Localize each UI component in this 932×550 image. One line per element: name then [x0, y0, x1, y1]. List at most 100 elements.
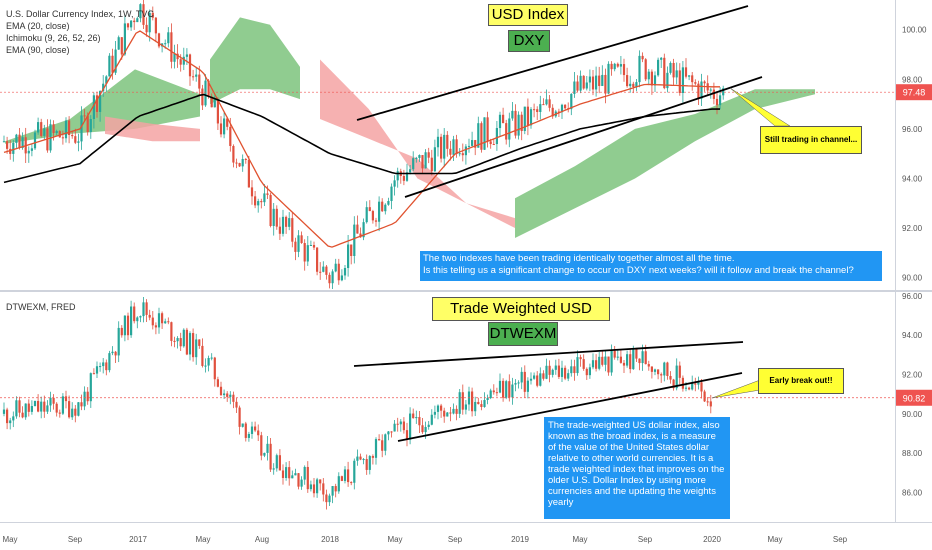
- legend-dtwexm: DTWEXM, FRED: [6, 302, 76, 312]
- twi-candle-206: [641, 351, 644, 364]
- twi-candle-210: [653, 369, 657, 372]
- twi-candle-78: [244, 423, 247, 438]
- twi-candle-227: [706, 401, 709, 403]
- dxy-candle-136: [424, 152, 427, 169]
- twi-candle-85: [266, 443, 269, 453]
- twi-candle-6: [21, 412, 24, 418]
- twi-candle-225: [700, 382, 703, 392]
- dxy-candle-74: [232, 145, 235, 163]
- x-tick-7: Sep: [448, 535, 463, 544]
- dxy-subtitle: DXY: [508, 30, 550, 52]
- dxy-candle-210: [653, 75, 657, 86]
- twi-candle-154: [480, 404, 483, 407]
- twi-candle-51: [161, 313, 164, 324]
- dxy-candle-152: [474, 140, 477, 148]
- time-axis-line: [0, 522, 932, 523]
- legend-ema90: EMA (90, close): [6, 45, 70, 55]
- dxy-candle-161: [502, 114, 505, 124]
- twi-candle-10: [33, 400, 37, 407]
- dxy-candle-113: [353, 224, 356, 256]
- twi-candle-123: [384, 434, 387, 451]
- top-y-tick-2: 96.00: [902, 125, 923, 134]
- dxy-candle-121: [378, 201, 381, 222]
- dxy-candle-186: [579, 75, 582, 91]
- dxy-candle-59: [185, 54, 188, 57]
- twi-candle-175: [545, 365, 548, 379]
- twi-candle-14: [46, 405, 49, 412]
- dxy-candle-28: [89, 119, 92, 133]
- twi-candle-106: [331, 486, 334, 496]
- twi-candle-43: [136, 317, 139, 322]
- dxy-candle-52: [164, 43, 167, 45]
- twi-candle-54: [170, 322, 173, 341]
- dxy-candle-181: [564, 104, 567, 109]
- twi-candle-188: [585, 368, 588, 376]
- twi-candle-216: [672, 379, 675, 389]
- dxy-candle-185: [576, 81, 579, 91]
- twi-candle-117: [365, 459, 368, 470]
- dxy-candle-179: [557, 111, 560, 113]
- twi-candle-169: [526, 380, 529, 392]
- dxy-candle-41: [130, 20, 133, 28]
- dxy-candle-81: [254, 196, 257, 206]
- dxy-candle-55: [173, 53, 176, 62]
- dxy-candle-134: [418, 155, 421, 158]
- dxy-candle-6: [21, 137, 24, 149]
- twi-candle-132: [412, 413, 415, 419]
- twi-candle-19: [61, 396, 64, 414]
- twi-candle-32: [102, 362, 105, 367]
- cloud-segment-3: [320, 59, 515, 229]
- twi-candle-47: [148, 314, 151, 318]
- twi-candle-119: [371, 456, 374, 458]
- twi-candle-201: [626, 354, 629, 366]
- dxy-candle-99: [309, 244, 312, 246]
- dxy-candle-122: [381, 201, 384, 212]
- dxy-candle-218: [678, 70, 681, 94]
- twi-candle-228: [709, 401, 712, 407]
- dxy-candle-120: [374, 220, 378, 222]
- twi-candle-28: [89, 373, 92, 402]
- twi-candle-147: [458, 392, 461, 414]
- twi-candle-94: [294, 473, 297, 476]
- twi-candle-97: [303, 466, 306, 480]
- twi-candle-224: [697, 382, 700, 385]
- twi-candle-70: [219, 386, 223, 396]
- twi-candle-11: [37, 400, 40, 412]
- twi-candle-22: [71, 408, 74, 418]
- twi-candle-44: [139, 316, 142, 318]
- dxy-candle-112: [350, 244, 353, 256]
- twi-title: Trade Weighted USD Index: [432, 297, 610, 339]
- twi-candle-64: [201, 345, 204, 366]
- twi-candle-196: [610, 350, 613, 373]
- twi-candle-203: [632, 348, 635, 370]
- twi-candle-110: [343, 469, 347, 481]
- twi-candle-153: [477, 401, 480, 405]
- bottom-y-tick-1: 94.00: [902, 331, 923, 340]
- dxy-candle-169: [526, 106, 529, 126]
- twi-candle-186: [579, 357, 582, 360]
- twi-candle-142: [443, 410, 446, 417]
- twi-candle-176: [548, 365, 551, 375]
- twi-candle-178: [554, 365, 557, 370]
- dxy-candle-47: [148, 12, 151, 33]
- dxy-candle-148: [461, 153, 464, 156]
- dxy-candle-97: [303, 243, 306, 262]
- dtwexm-subtitle: DTWEXM: [488, 322, 558, 346]
- dxy-candle-96: [300, 235, 303, 244]
- twi-candle-131: [409, 413, 412, 440]
- dxy-candle-38: [120, 37, 123, 55]
- dxy-candle-219: [681, 67, 684, 94]
- bottom-legend: DTWEXM, FRED: [6, 301, 76, 313]
- twi-candle-183: [570, 366, 573, 374]
- dxy-candle-79: [247, 159, 250, 188]
- twi-candle-31: [99, 366, 102, 368]
- dxy-candle-60: [188, 54, 192, 77]
- dxy-candle-213: [663, 57, 666, 89]
- twi-candle-29: [92, 373, 95, 375]
- twi-candle-39: [123, 315, 126, 336]
- dxy-candle-64: [201, 88, 204, 106]
- dxy-candle-109: [340, 275, 343, 281]
- twi-candle-83: [260, 435, 263, 456]
- dxy-candle-105: [328, 274, 331, 284]
- dxy-candle-155: [483, 117, 486, 150]
